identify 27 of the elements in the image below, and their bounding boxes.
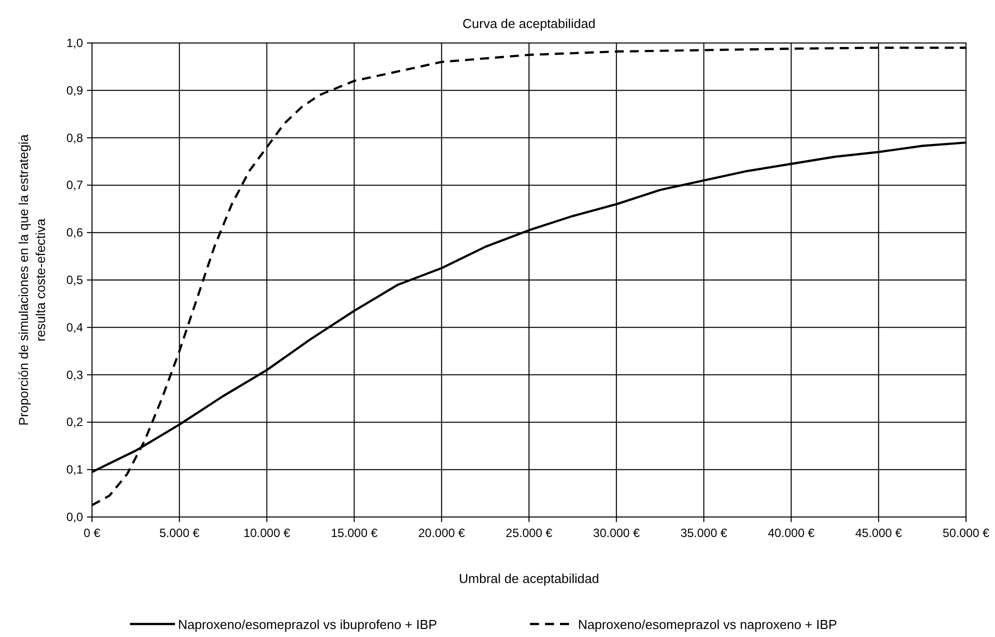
y-tick-label: 0,7 (66, 178, 84, 192)
x-tick-label: 20.000 € (418, 526, 466, 540)
y-tick-label: 0,1 (66, 462, 84, 477)
y-tick-label: 0,3 (66, 368, 84, 382)
x-tick-label: 10.000 € (243, 526, 290, 540)
y-tick-label: 0,9 (66, 83, 84, 98)
x-tick-label: 40.000 € (768, 526, 815, 540)
x-tick-label: 5.000 € (159, 526, 200, 540)
x-tick-label: 15.000 € (330, 526, 378, 540)
x-tick-label: 0 € (84, 526, 101, 540)
chart-title: Curva de aceptabilidad (462, 16, 596, 31)
legend-label: Naproxeno/esomeprazol vs ibuprofeno + IBP (178, 617, 438, 632)
y-tick-label: 1,0 (66, 36, 84, 50)
legend-label: Naproxeno/esomeprazol vs naproxeno + IBP (578, 617, 838, 632)
y-tick-label: 0,8 (66, 130, 84, 145)
y-tick-label: 0,5 (66, 273, 84, 287)
x-axis-title: Umbral de aceptabilidad (458, 571, 600, 586)
y-tick-label: 0,4 (66, 320, 84, 334)
x-tick-label: 45.000 € (855, 526, 902, 540)
x-tick-label: 50.000 € (942, 526, 990, 540)
y-tick-label: 0,2 (66, 415, 84, 430)
x-tick-label: 35.000 € (680, 526, 728, 540)
x-tick-label: 30.000 € (593, 526, 640, 540)
y-axis-title: Proporción de simulaciones en la que la estrategia resulta coste-efectiva (16, 134, 48, 426)
x-tick-label: 25.000 € (506, 526, 553, 540)
y-tick-label: 0,0 (66, 510, 84, 524)
y-tick-label: 0,6 (66, 226, 84, 240)
